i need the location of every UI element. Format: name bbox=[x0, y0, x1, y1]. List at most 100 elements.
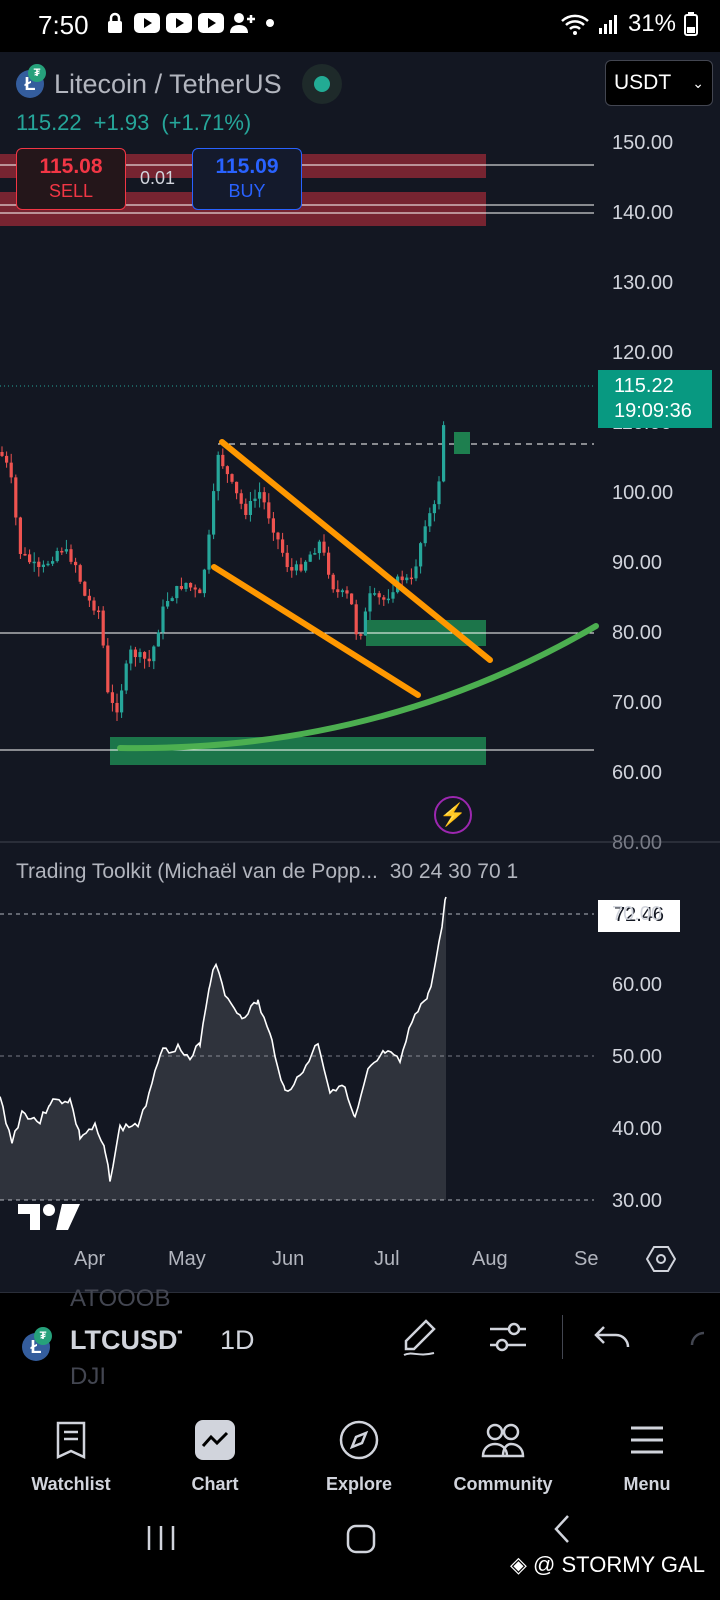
interval-selector[interactable]: 1D bbox=[220, 1325, 255, 1355]
candle bbox=[409, 577, 413, 580]
candle bbox=[322, 541, 326, 553]
support-zone bbox=[454, 432, 470, 454]
candle bbox=[354, 604, 358, 635]
home-icon[interactable] bbox=[346, 1524, 376, 1554]
undo-icon[interactable] bbox=[592, 1315, 636, 1359]
candle bbox=[230, 474, 234, 482]
wedge-upper-line bbox=[219, 439, 493, 663]
price-change: +1.93 bbox=[93, 110, 150, 135]
indicator-settings-icon[interactable] bbox=[486, 1315, 530, 1359]
candle bbox=[166, 601, 170, 607]
nav-label: Chart bbox=[191, 1474, 239, 1494]
support-curve bbox=[117, 623, 599, 752]
candle bbox=[152, 646, 156, 662]
price-axis-label: 80.00 bbox=[612, 622, 663, 644]
community-icon bbox=[481, 1423, 525, 1458]
candle bbox=[400, 576, 404, 581]
chart-toolbar: ATOOOB DJI Ł ₮ LTCUSDT 1D bbox=[0, 1285, 720, 1392]
tradingview-logo-icon[interactable] bbox=[18, 1200, 80, 1241]
menu-icon bbox=[631, 1426, 663, 1454]
candle bbox=[28, 554, 32, 563]
candle bbox=[5, 455, 9, 463]
signal-icon bbox=[598, 15, 617, 34]
price-chart[interactable] bbox=[0, 52, 720, 1292]
candle bbox=[161, 606, 165, 633]
candle bbox=[64, 549, 68, 552]
draw-pen-icon[interactable] bbox=[398, 1315, 442, 1359]
youtube-icon bbox=[198, 13, 224, 33]
candle bbox=[327, 552, 331, 575]
candle bbox=[189, 582, 193, 588]
candle bbox=[373, 593, 377, 595]
nav-chart[interactable]: Chart bbox=[150, 1410, 280, 1495]
chevron-down-icon: ⌄ bbox=[692, 75, 704, 91]
time-axis-label: May bbox=[168, 1248, 206, 1270]
candle bbox=[60, 550, 64, 553]
redo-icon[interactable] bbox=[690, 1315, 720, 1359]
candle bbox=[368, 593, 372, 612]
status-icons-right: 31% bbox=[560, 10, 698, 38]
add-user-icon bbox=[230, 12, 256, 34]
candle bbox=[317, 541, 321, 554]
youtube-icon bbox=[134, 13, 160, 33]
candle bbox=[239, 493, 243, 504]
indicator-value-tag: 72.46 bbox=[598, 900, 680, 932]
nav-label: Menu bbox=[623, 1474, 671, 1494]
nav-label: Explore bbox=[325, 1474, 393, 1494]
buy-button[interactable]: 115.09 BUY bbox=[192, 148, 302, 210]
candle bbox=[336, 589, 340, 593]
candle bbox=[175, 586, 179, 599]
symbol-selector[interactable]: LTCUSDT bbox=[70, 1325, 182, 1355]
candle bbox=[262, 492, 266, 503]
candle bbox=[345, 590, 349, 594]
candle bbox=[106, 645, 110, 693]
price-axis-label: 140.00 bbox=[612, 202, 674, 224]
candle bbox=[37, 561, 41, 568]
price-axis-label: 150.00 bbox=[612, 132, 674, 154]
candle bbox=[308, 554, 312, 562]
recent-apps-icon[interactable] bbox=[146, 1524, 176, 1552]
candle bbox=[69, 549, 73, 562]
candle bbox=[405, 577, 409, 581]
toolbar-separator bbox=[562, 1315, 563, 1359]
currency-select[interactable]: USDT ⌄ bbox=[605, 60, 713, 106]
candle bbox=[258, 492, 262, 499]
candle bbox=[202, 569, 206, 594]
chart-area[interactable]: Ł ₮ Litecoin / TetherUS 115.22 +1.93 (+1.… bbox=[0, 52, 720, 1292]
candle bbox=[294, 564, 298, 571]
indicator-title: Trading Toolkit (Michaël van de Popp... bbox=[16, 860, 378, 883]
candle bbox=[92, 600, 96, 611]
chart-settings-icon[interactable] bbox=[646, 1244, 676, 1274]
candle bbox=[147, 658, 151, 662]
nav-community[interactable]: Community bbox=[438, 1410, 568, 1495]
watermark: ◈ @ STORMY GAL bbox=[510, 1552, 705, 1578]
time-axis-label: Jun bbox=[272, 1248, 305, 1270]
last-price-value: 115.22 bbox=[614, 375, 674, 397]
candle bbox=[51, 561, 55, 564]
candle bbox=[83, 581, 87, 596]
back-icon[interactable] bbox=[552, 1514, 572, 1544]
candle bbox=[267, 502, 271, 519]
candle bbox=[23, 553, 27, 556]
candle bbox=[253, 498, 257, 502]
symbol-header[interactable]: Ł ₮ Litecoin / TetherUS bbox=[16, 64, 342, 104]
bar-countdown: 19:09:36 bbox=[614, 400, 692, 422]
lightning-icon[interactable]: ⚡ bbox=[434, 796, 472, 834]
sell-button[interactable]: 115.08 SELL bbox=[16, 148, 126, 210]
nav-watchlist[interactable]: Watchlist bbox=[6, 1410, 136, 1495]
candle bbox=[216, 454, 220, 492]
indicator-legend[interactable]: Trading Toolkit (Michaël van de Popp... … bbox=[16, 860, 518, 884]
market-status-icon[interactable] bbox=[301, 64, 342, 104]
nav-explore[interactable]: Explore bbox=[294, 1410, 424, 1495]
watermark-text: @ STORMY GAL bbox=[533, 1552, 705, 1577]
nav-menu[interactable]: Menu bbox=[582, 1410, 712, 1495]
header-price-row: 115.22 +1.93 (+1.71%) bbox=[16, 110, 251, 136]
candles bbox=[0, 421, 446, 722]
candle bbox=[428, 513, 432, 527]
candle bbox=[179, 586, 183, 589]
candle bbox=[193, 587, 197, 590]
compass-icon bbox=[339, 1420, 379, 1460]
candle bbox=[138, 652, 142, 658]
candle bbox=[437, 481, 441, 505]
binance-logo-icon: ◈ bbox=[510, 1552, 527, 1577]
